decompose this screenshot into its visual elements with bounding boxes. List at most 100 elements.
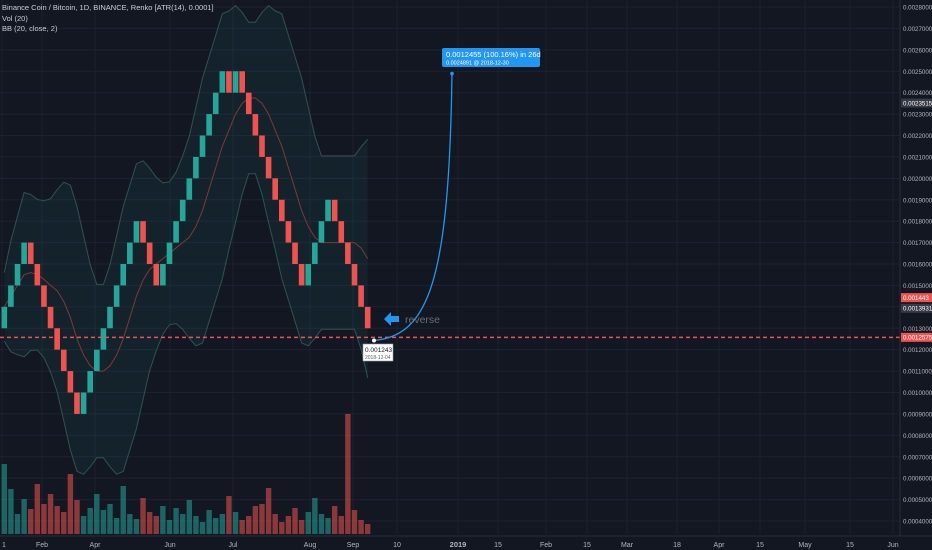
x-tick-label: 10 bbox=[393, 542, 401, 549]
volume-bar bbox=[239, 520, 245, 534]
volume-bar bbox=[127, 514, 133, 534]
renko-brick bbox=[27, 242, 34, 264]
volume-bar bbox=[67, 474, 74, 534]
renko-brick bbox=[212, 92, 219, 115]
renko-brick bbox=[219, 71, 226, 93]
y-tick-label: 0.0005000 bbox=[903, 497, 932, 504]
x-tick-label: Jun bbox=[164, 542, 175, 549]
projection-label: 0.0012455 (100.16%) in 26d 0.0024891 @ 20… bbox=[442, 48, 541, 67]
volume-bar bbox=[8, 489, 14, 534]
x-tick-label: May bbox=[798, 542, 812, 549]
renko-brick bbox=[226, 71, 232, 93]
renko-brick bbox=[259, 135, 265, 157]
volume-bar bbox=[153, 516, 159, 534]
start-point-line2: 2018-12-04 bbox=[365, 355, 391, 361]
y-tick-label: 0.0011000 bbox=[903, 369, 932, 376]
renko-brick bbox=[272, 178, 278, 200]
price-badge bbox=[901, 332, 932, 342]
price-badge bbox=[901, 98, 932, 108]
renko-brick bbox=[239, 71, 245, 93]
x-tick-label: Jun bbox=[887, 542, 898, 549]
renko-brick bbox=[8, 285, 14, 307]
renko-brick bbox=[186, 178, 193, 200]
price-badge-label: 0.001443 bbox=[903, 295, 929, 302]
volume-bar bbox=[219, 514, 226, 534]
y-tick-label: 0.0008000 bbox=[903, 433, 932, 440]
y-tick-label: 0.0024000 bbox=[903, 90, 932, 97]
y-tick-label: 0.0006000 bbox=[903, 476, 932, 483]
x-tick-label: Mar bbox=[621, 542, 634, 549]
y-tick-label: 0.0021000 bbox=[903, 154, 932, 161]
renko-brick bbox=[127, 242, 133, 264]
volume-bar bbox=[305, 512, 311, 534]
volume-bar bbox=[246, 516, 252, 534]
start-point-line1: 0.001243 bbox=[365, 347, 392, 354]
renko-brick bbox=[179, 199, 186, 222]
renko-brick bbox=[345, 242, 351, 264]
y-tick-label: 0.0010000 bbox=[903, 390, 932, 397]
renko-brick bbox=[351, 264, 358, 286]
y-tick-label: 0.0026000 bbox=[903, 47, 932, 54]
volume-bar bbox=[140, 498, 146, 534]
y-tick-label: 0.0025000 bbox=[903, 69, 932, 76]
x-tick-label: Jul bbox=[229, 542, 238, 549]
volume-bar bbox=[252, 506, 259, 534]
projection-start-point bbox=[372, 338, 376, 343]
volume-bar bbox=[279, 522, 285, 534]
x-tick-label: Feb bbox=[36, 542, 48, 549]
x-tick-label: 15 bbox=[756, 542, 764, 549]
bollinger-basis bbox=[3, 97, 369, 372]
renko-brick bbox=[1, 306, 8, 329]
renko-brick bbox=[193, 156, 199, 179]
volume-bar bbox=[206, 510, 212, 534]
renko-brick bbox=[87, 371, 93, 393]
renko-brick bbox=[358, 285, 364, 307]
renko-brick bbox=[21, 242, 27, 264]
volume-bar bbox=[28, 509, 34, 534]
renko-brick bbox=[285, 221, 292, 243]
y-tick-label: 0.0028000 bbox=[903, 5, 932, 12]
renko-brick bbox=[60, 349, 67, 372]
volume-bar bbox=[226, 496, 232, 534]
legend-volume: Vol (20) bbox=[2, 13, 28, 23]
price-badge bbox=[901, 303, 932, 313]
volume-bar bbox=[272, 514, 278, 534]
legend-bollinger: BB (20, close, 2) bbox=[2, 24, 58, 33]
y-tick-label: 0.0018000 bbox=[903, 219, 932, 226]
x-tick-label: Apr bbox=[90, 542, 102, 549]
volume-bar bbox=[193, 516, 199, 534]
x-tick-label: 1 bbox=[2, 542, 6, 549]
volume-bar bbox=[80, 516, 87, 534]
volume-bar bbox=[173, 508, 179, 534]
renko-brick bbox=[298, 264, 305, 286]
y-tick-label: 0.0023000 bbox=[903, 112, 932, 119]
y-tick-label: 0.0015000 bbox=[903, 283, 932, 290]
renko-brick bbox=[252, 114, 259, 136]
volume-bar bbox=[186, 500, 193, 534]
renko-brick bbox=[338, 221, 345, 243]
renko-brick bbox=[279, 199, 285, 222]
x-tick-label: Feb bbox=[540, 542, 552, 549]
y-tick-label: 0.0012000 bbox=[903, 347, 932, 354]
y-tick-label: 0.0022000 bbox=[903, 133, 932, 140]
renko-brick bbox=[14, 264, 21, 286]
renko-brick bbox=[100, 328, 107, 350]
renko-brick bbox=[312, 242, 318, 264]
renko-brick bbox=[107, 306, 113, 329]
renko-brick bbox=[173, 221, 179, 243]
renko-brick bbox=[41, 285, 47, 307]
volume-bar bbox=[47, 494, 54, 534]
x-tick-label: 15 bbox=[494, 542, 502, 549]
y-tick-label: 0.0013000 bbox=[903, 326, 932, 333]
projection-curve bbox=[373, 73, 453, 342]
renko-brick bbox=[153, 264, 160, 286]
y-tick-label: 0.0019000 bbox=[903, 197, 932, 204]
volume-bar bbox=[54, 506, 60, 534]
volume-bar bbox=[292, 508, 298, 534]
volume-bar bbox=[179, 514, 186, 534]
renko-brick bbox=[80, 392, 87, 414]
renko-brick bbox=[245, 92, 252, 115]
volume-bar bbox=[199, 522, 206, 534]
volume-bar bbox=[87, 508, 93, 534]
